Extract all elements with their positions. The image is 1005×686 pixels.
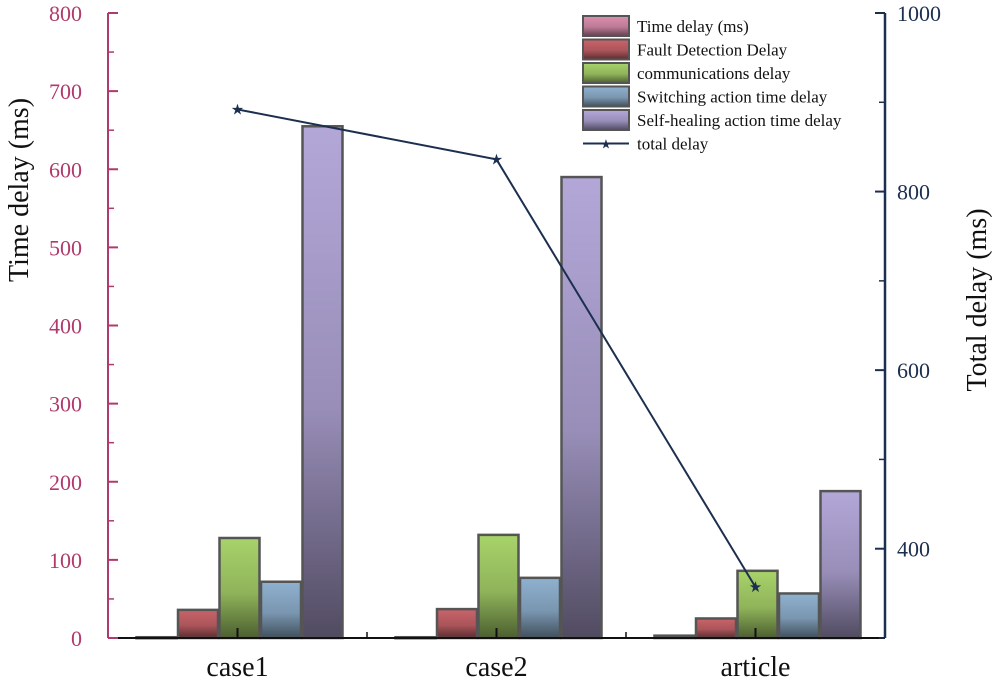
y-tick-label-left: 200 — [49, 470, 82, 495]
x-tick-label: article — [721, 652, 791, 683]
bar-fault-detection-delay-case2 — [435, 607, 479, 640]
bar-communications-delay-article — [736, 569, 779, 640]
axes: 0 100 200 300 400 500 600 700 800 400 600 800 1000 ca… — [49, 1, 941, 683]
bar-fault-detection-delay-article — [694, 617, 738, 640]
y-tick-label-left: 400 — [49, 314, 82, 339]
y-tick-label-left: 800 — [49, 1, 82, 26]
y-tick-label-left: 500 — [49, 235, 82, 260]
y-tick-label-left: 700 — [49, 79, 82, 104]
bar-switching-action-time-delay-case1 — [259, 580, 303, 640]
bar-self-healing-action-time-delay-case2 — [560, 175, 603, 640]
legend-label: total delay — [637, 135, 709, 154]
legend-swatch-fault-detection-delay — [582, 38, 630, 61]
total-delay-point-case2: ★ — [490, 150, 503, 168]
y-tick-label-right: 800 — [897, 180, 930, 205]
y-axis-title-right: Total delay (ms) — [962, 208, 993, 391]
y-tick-label-left: 600 — [49, 157, 82, 182]
legend-label: Switching action time delay — [637, 88, 828, 107]
legend-label: communications delay — [637, 64, 791, 83]
bar-self-healing-action-time-delay-case1 — [301, 125, 344, 640]
legend-swatch-switching-action-time-delay — [582, 85, 630, 108]
legend-label: Self-healing action time delay — [637, 111, 842, 130]
y-tick-label-left: 300 — [49, 392, 82, 417]
legend-label: Time delay (ms) — [637, 17, 749, 36]
legend-swatch-time-delay-ms- — [582, 15, 630, 37]
legend: Time delay (ms) Fault Detection Delay comm… — [582, 15, 842, 154]
y-tick-label-left: 0 — [71, 626, 82, 651]
legend-label: Fault Detection Delay — [637, 41, 788, 60]
x-tick-label: case2 — [465, 652, 527, 683]
bar-switching-action-time-delay-case2 — [518, 576, 562, 640]
total-delay-point-case1: ★ — [231, 100, 244, 118]
y-tick-label-right: 400 — [897, 537, 930, 562]
bar-communications-delay-case2 — [477, 533, 520, 640]
y-tick-label-left: 100 — [49, 548, 82, 573]
total-delay-polyline — [237, 108, 757, 588]
total-delay-point-article: ★ — [749, 578, 762, 596]
bar-switching-action-time-delay-article — [777, 592, 821, 640]
bar-self-healing-action-time-delay-article — [819, 489, 862, 640]
y-tick-label-right: 600 — [897, 358, 930, 383]
legend-swatch-self-healing-action-time-delay — [582, 109, 630, 131]
bar-group — [135, 125, 862, 640]
x-tick-label: case1 — [206, 652, 268, 683]
legend-swatch-communications-delay — [582, 62, 630, 84]
total-delay-line: ★ ★ ★ — [231, 100, 762, 596]
y-axis-title-left: Time delay (ms) — [4, 98, 35, 282]
legend-star-icon: ★ — [600, 138, 612, 153]
y-tick-label-right: 1000 — [897, 1, 941, 26]
bar-fault-detection-delay-case1 — [176, 608, 220, 640]
bar-communications-delay-case1 — [218, 536, 261, 640]
